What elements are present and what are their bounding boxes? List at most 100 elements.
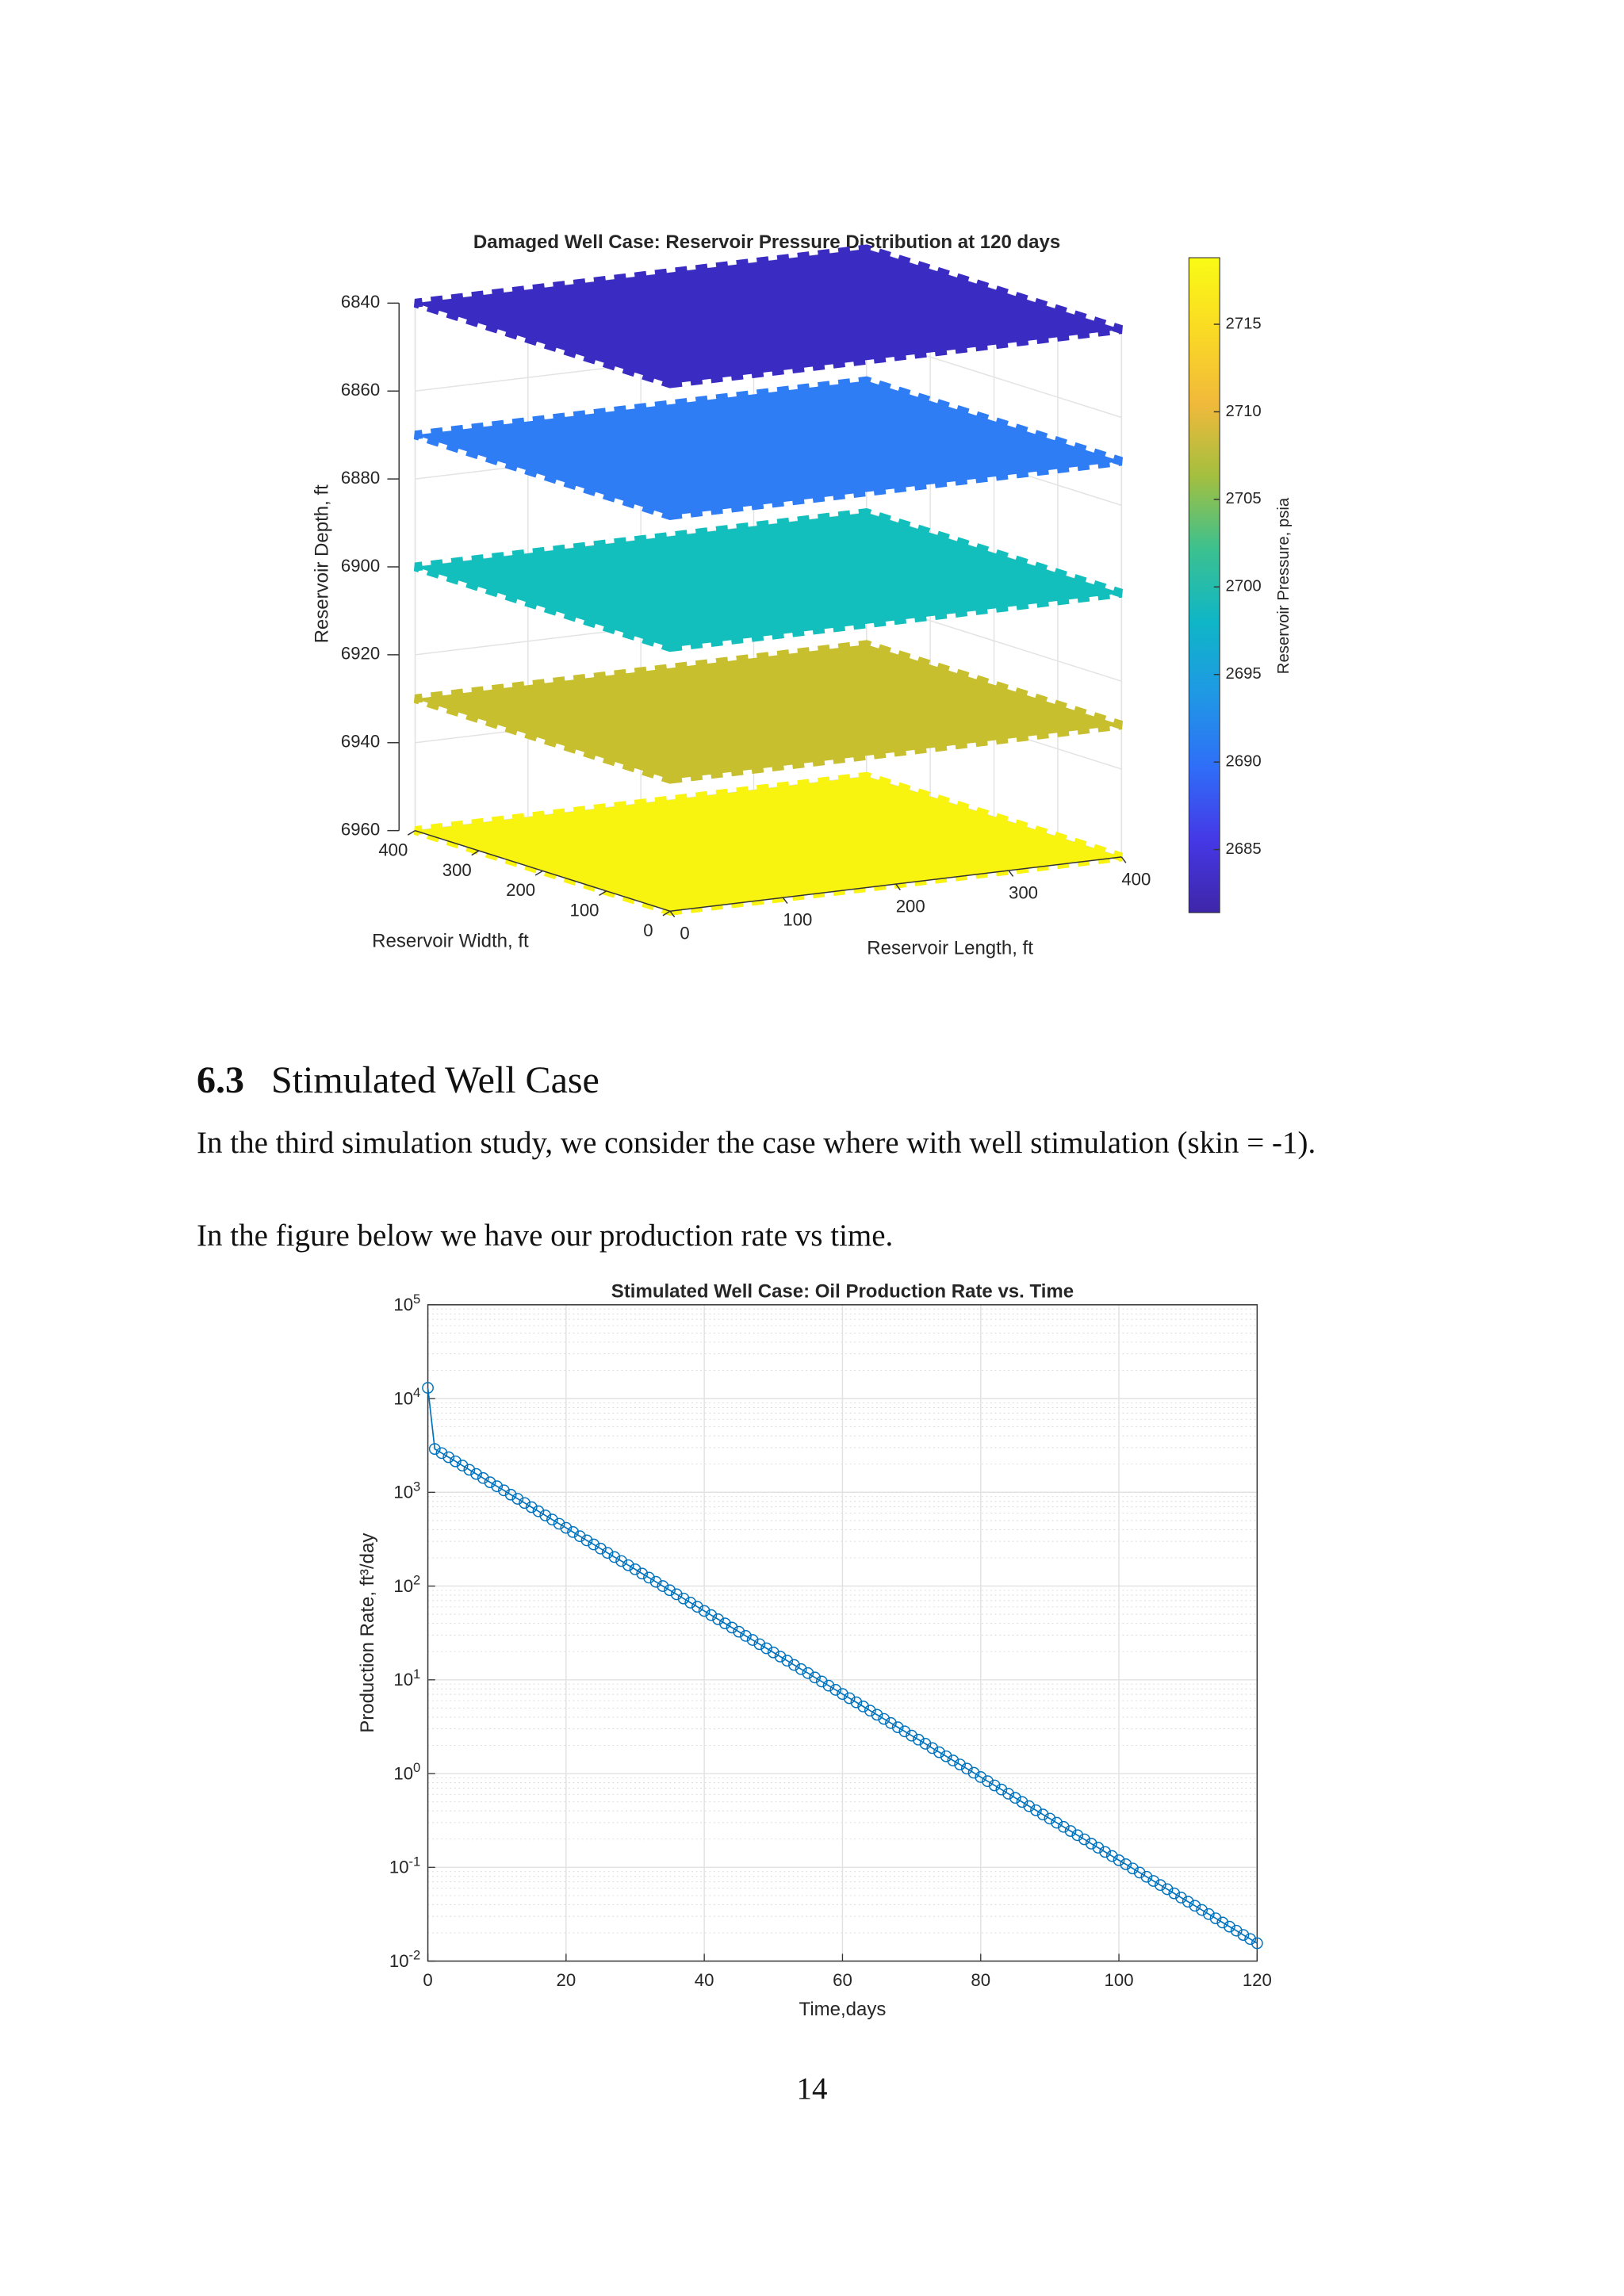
z-axis-label: Reservoir Depth, ft <box>311 484 332 644</box>
data-point <box>912 1733 925 1746</box>
data-point <box>1196 1904 1208 1916</box>
data-point <box>1002 1788 1015 1800</box>
y-tick-label: 200 <box>506 880 535 900</box>
data-point <box>864 1705 876 1717</box>
z-tick-label: 6860 <box>341 380 380 400</box>
section-number: 6.3 <box>197 1059 244 1101</box>
pressure-slice <box>413 771 1124 916</box>
data-point <box>580 1534 593 1547</box>
data-point <box>649 1575 662 1588</box>
data-point <box>1230 1924 1243 1937</box>
data-point <box>629 1563 642 1575</box>
data-point <box>422 1382 434 1394</box>
data-point <box>988 1779 1001 1792</box>
data-point <box>588 1538 600 1551</box>
colorbar-tick-label: 2690 <box>1226 753 1262 771</box>
data-point <box>1023 1800 1036 1812</box>
data-point <box>601 1547 614 1559</box>
data-point <box>1189 1900 1201 1912</box>
data-point <box>567 1526 579 1538</box>
data-point <box>435 1447 448 1460</box>
data-point <box>1092 1842 1105 1854</box>
data-point <box>677 1592 690 1605</box>
x-tick-label: 100 <box>1105 1970 1134 1990</box>
axes-box <box>427 1304 1258 1962</box>
data-point <box>760 1642 772 1655</box>
y-tick-label: 300 <box>442 860 472 880</box>
data-point <box>1009 1792 1021 1804</box>
data-point <box>960 1762 973 1775</box>
data-point <box>878 1712 891 1725</box>
data-point <box>871 1709 883 1721</box>
data-point <box>463 1464 476 1476</box>
data-point <box>1016 1796 1028 1808</box>
y-tick-label: 102 <box>393 1573 420 1596</box>
data-point <box>919 1738 932 1750</box>
y-tick <box>662 910 671 916</box>
z-tick-label: 6900 <box>341 556 380 576</box>
x-tick-label: 300 <box>1009 882 1038 902</box>
y-tick <box>534 870 543 876</box>
x-tick-label: 100 <box>783 910 812 930</box>
data-point <box>657 1580 669 1592</box>
y-tick-label: 10-2 <box>389 1948 420 1971</box>
data-point <box>982 1775 994 1788</box>
data-point <box>1113 1854 1125 1866</box>
data-point <box>1209 1912 1222 1924</box>
data-point <box>525 1501 538 1513</box>
data-point <box>519 1497 530 1510</box>
y-tick-label: 103 <box>393 1479 420 1502</box>
data-point <box>781 1655 794 1667</box>
data-point <box>698 1605 710 1617</box>
x-tick-label: 80 <box>971 1970 990 1990</box>
data-point <box>843 1692 856 1705</box>
colorbar <box>1188 257 1220 913</box>
z-tick-label: 6880 <box>341 468 380 488</box>
data-point <box>1202 1908 1215 1920</box>
data-point <box>1224 1920 1235 1933</box>
data-point <box>532 1505 545 1517</box>
data-point <box>1105 1850 1118 1862</box>
y-tick-label: 100 <box>393 1760 420 1783</box>
data-point <box>1085 1838 1097 1850</box>
data-point <box>975 1771 987 1783</box>
data-point <box>608 1551 621 1563</box>
data-point <box>573 1530 586 1543</box>
x-axis-label: Time,days <box>799 1999 887 2020</box>
data-point <box>491 1480 504 1493</box>
data-point <box>664 1584 676 1597</box>
chart-title: Damaged Well Case: Reservoir Pressure Di… <box>473 232 1060 253</box>
data-point <box>1175 1892 1187 1904</box>
data-point <box>553 1517 565 1530</box>
x-tick <box>669 910 676 918</box>
data-point <box>1216 1916 1229 1929</box>
z-tick-label: 6840 <box>341 292 380 312</box>
x-tick <box>895 883 901 890</box>
data-point <box>1051 1816 1063 1829</box>
data-point <box>595 1542 607 1555</box>
data-point <box>947 1755 959 1766</box>
data-point <box>1182 1896 1194 1908</box>
data-point <box>484 1476 496 1489</box>
x-tick-label: 60 <box>833 1970 852 1990</box>
data-point <box>733 1625 745 1638</box>
y-tick-label: 0 <box>643 920 653 940</box>
data-point <box>442 1451 455 1464</box>
chart-3d: Damaged Well Case: Reservoir Pressure Di… <box>311 232 1293 959</box>
colorbar-label: Reservoir Pressure, psia <box>1275 497 1293 674</box>
y-axis-label: Reservoir Width, ft <box>372 930 529 951</box>
x-tick-label: 200 <box>896 897 925 916</box>
data-point <box>705 1609 718 1621</box>
colorbar-tick-label: 2685 <box>1226 840 1262 858</box>
pressure-slice <box>413 376 1124 520</box>
y-tick-label: 104 <box>393 1385 420 1408</box>
chart-title: Stimulated Well Case: Oil Production Rat… <box>611 1281 1074 1303</box>
y-tick <box>407 830 416 836</box>
y-tick-label: 400 <box>378 840 408 859</box>
data-point <box>774 1651 787 1663</box>
data-point <box>622 1559 634 1571</box>
data-point <box>1044 1812 1056 1825</box>
data-point <box>456 1460 469 1471</box>
data-point <box>428 1443 441 1456</box>
